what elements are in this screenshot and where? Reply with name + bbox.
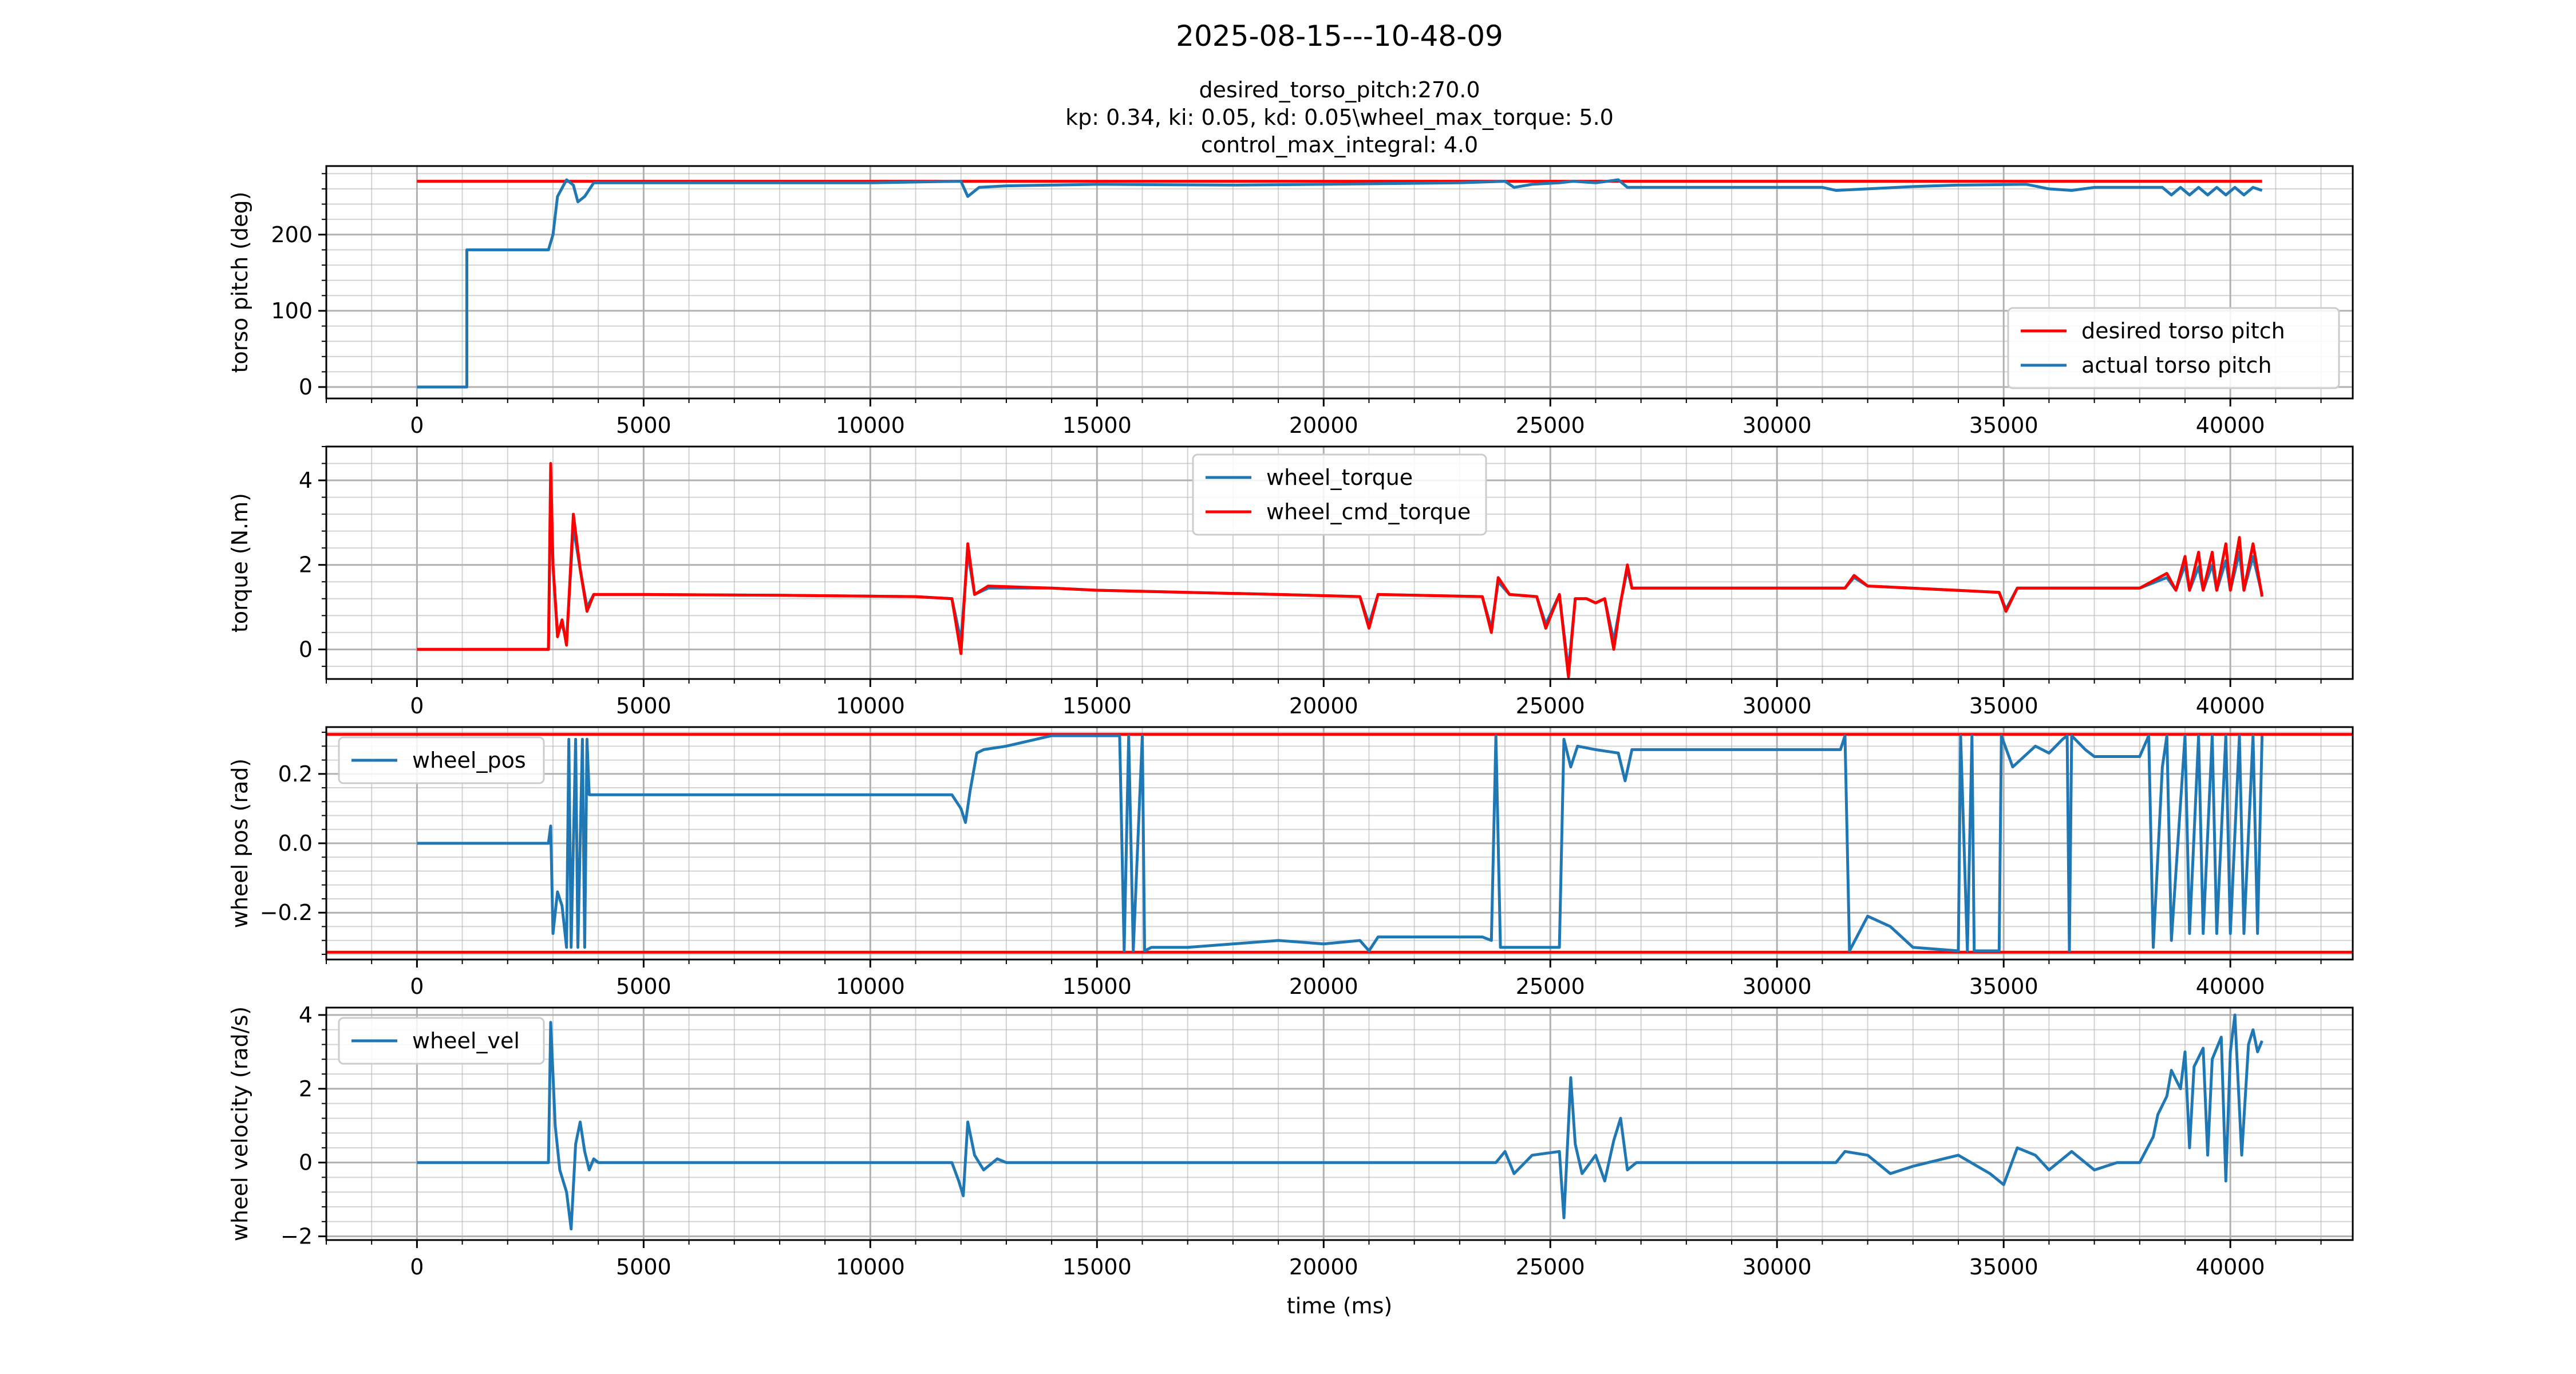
y-tick-label: 0.0: [278, 831, 313, 856]
axes-frame: [325, 1006, 2354, 1241]
figure-title: 2025-08-15---10-48-09: [1176, 19, 1503, 53]
series-line-wheel-pos: [417, 734, 2264, 953]
figure-subtitle-line-1: desired_torso_pitch:270.0: [1199, 77, 1480, 102]
x-tick-label: 25000: [1516, 693, 1585, 718]
x-tick-label: 30000: [1743, 1254, 1812, 1280]
legend: wheel_vel: [338, 1017, 545, 1065]
legend: desired torso pitch actual torso pitch: [2007, 307, 2340, 389]
y-tick-label: −2: [280, 1224, 313, 1249]
series-line-wheel-vel: [417, 1013, 2263, 1231]
subplot-2: 0 5000 10000 15000 20000 25000 30000 35000 40000…: [227, 445, 2354, 718]
x-tick-label: 5000: [616, 974, 671, 999]
x-tick-label: 30000: [1743, 413, 1812, 438]
axes-frame: [325, 165, 2354, 400]
series-group: [417, 734, 2264, 953]
legend-label: wheel_vel: [412, 1028, 520, 1053]
subplot-1: 0 5000 10000 15000 20000 25000 30000 35000 40000…: [227, 165, 2354, 438]
y-axis-label: wheel velocity (rad/s): [227, 1006, 252, 1241]
x-tick-label: 0: [410, 413, 424, 438]
x-tick-label: 15000: [1062, 1254, 1132, 1280]
y-tick-label: 200: [271, 222, 313, 247]
x-tick-label: 35000: [1969, 693, 2038, 718]
x-tick-label: 5000: [616, 693, 671, 718]
y-tick-label: 0.2: [278, 761, 313, 787]
x-tick-label: 0: [410, 693, 424, 718]
x-tick-label: 15000: [1062, 693, 1132, 718]
legend-label: wheel_pos: [412, 748, 526, 773]
x-tick-label: 40000: [2196, 974, 2265, 999]
y-tick-label: −0.2: [260, 900, 313, 925]
x-axis-label: time (ms): [1287, 1293, 1392, 1318]
x-tick-label: 25000: [1516, 413, 1585, 438]
x-tick-label: 25000: [1516, 1254, 1585, 1280]
x-tick-label: 35000: [1969, 413, 2038, 438]
x-tick-label: 10000: [836, 1254, 905, 1280]
x-tick-label: 5000: [616, 413, 671, 438]
x-tick-label: 40000: [2196, 413, 2265, 438]
y-axis-label: wheel pos (rad): [227, 759, 252, 929]
legend-box: [338, 1017, 545, 1065]
x-tick-label: 0: [410, 974, 424, 999]
y-axis-label: torso pitch (deg): [227, 192, 252, 373]
x-tick-label: 20000: [1289, 974, 1358, 999]
legend-box: [2007, 307, 2340, 389]
x-tick-label: 35000: [1969, 1254, 2038, 1280]
y-tick-label: 4: [299, 1002, 313, 1028]
subplots: 0 5000 10000 15000 20000 25000 30000 35000 40000…: [227, 165, 2354, 1318]
axes-frame: [325, 445, 2354, 680]
x-tick-label: 10000: [836, 693, 905, 718]
y-tick-label: 4: [299, 468, 313, 493]
x-tick-label: 25000: [1516, 974, 1585, 999]
x-tick-label: 35000: [1969, 974, 2038, 999]
legend: wheel_torque wheel_cmd_torque: [1192, 453, 1487, 536]
legend-label: wheel_cmd_torque: [1266, 499, 1471, 524]
subplot-3: 0 5000 10000 15000 20000 25000 30000 35000 40000…: [227, 726, 2354, 999]
x-tick-label: 30000: [1743, 974, 1812, 999]
series-group: [417, 462, 2264, 678]
series-line-wheel-cmd-torque: [417, 462, 2264, 678]
x-tick-label: 5000: [616, 1254, 671, 1280]
x-tick-label: 20000: [1289, 1254, 1358, 1280]
subplot-4: 0 5000 10000 15000 20000 25000 30000 35000 40000…: [227, 1002, 2354, 1318]
x-tick-label: 40000: [2196, 1254, 2265, 1280]
legend-label: wheel_torque: [1266, 465, 1413, 490]
x-tick-label: 20000: [1289, 413, 1358, 438]
y-tick-label: 2: [299, 552, 313, 578]
series-group: [417, 178, 2263, 389]
x-tick-label: 15000: [1062, 974, 1132, 999]
legend-label: actual torso pitch: [2081, 353, 2272, 378]
figure-subtitle-line-3: control_max_integral: 4.0: [1201, 132, 1478, 157]
x-tick-label: 15000: [1062, 413, 1132, 438]
legend-box: [1192, 453, 1487, 536]
x-tick-label: 20000: [1289, 693, 1358, 718]
figure-subtitle-line-2: kp: 0.34, ki: 0.05, kd: 0.05\wheel_max_t…: [1065, 105, 1614, 130]
x-tick-label: 10000: [836, 413, 905, 438]
x-tick-label: 40000: [2196, 693, 2265, 718]
x-tick-label: 10000: [836, 974, 905, 999]
x-tick-label: 30000: [1743, 693, 1812, 718]
series-group: [417, 1013, 2263, 1231]
y-tick-label: 2: [299, 1076, 313, 1101]
y-tick-label: 0: [299, 374, 313, 400]
series-line-actual-torso-pitch: [417, 178, 2263, 389]
x-tick-label: 0: [410, 1254, 424, 1280]
y-tick-label: 0: [299, 1150, 313, 1175]
legend-box: [338, 736, 545, 784]
y-tick-label: 0: [299, 637, 313, 662]
legend-label: desired torso pitch: [2081, 318, 2285, 344]
legend: wheel_pos: [338, 736, 545, 784]
y-tick-label: 100: [271, 298, 313, 323]
y-axis-label: torque (N.m): [227, 493, 252, 633]
